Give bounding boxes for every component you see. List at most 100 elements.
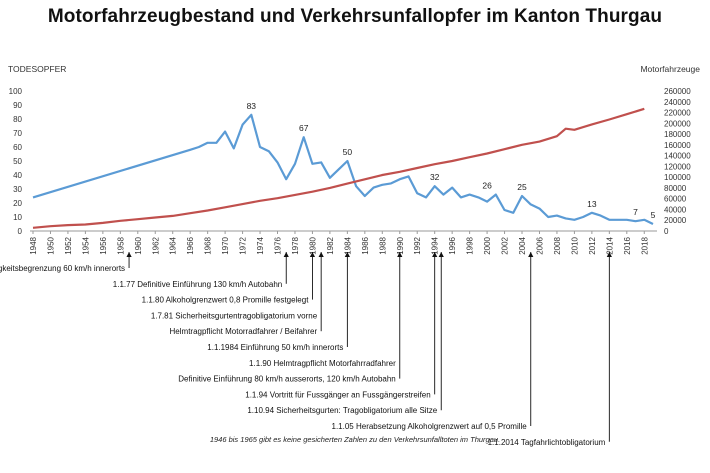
series-line-motorfahrzeuge — [32, 107, 645, 229]
x-tick-label: 2010 — [570, 236, 579, 254]
y-left-tick-label: 100 — [9, 87, 23, 96]
y-right-tick-label: 220000 — [664, 109, 691, 118]
x-tick-label: 1968 — [204, 236, 213, 254]
y-right-tick-label: 140000 — [664, 152, 691, 161]
data-labels: 83 67 50 32 26 25 13 7 5 — [247, 101, 656, 220]
y-right-tick-label: 100000 — [664, 173, 691, 182]
y-left-tick-label: 80 — [13, 115, 22, 124]
x-tick-label: 1994 — [431, 236, 440, 254]
y-left-tick-label: 70 — [13, 129, 22, 138]
x-tick-label: 1974 — [256, 236, 265, 254]
y-axis-left-label: TODESOPFER — [8, 64, 66, 74]
y-left-tick-label: 90 — [13, 101, 22, 110]
annotation-arrowhead — [528, 252, 534, 257]
annotation-arrowhead — [309, 252, 316, 257]
y-right-tick-label: 80000 — [664, 184, 687, 193]
x-tick-label: 2012 — [588, 236, 597, 254]
annotation-text: 1.10.94 Sicherheitsgurten: Tragobligator… — [247, 406, 437, 415]
y-right-tick-label: 180000 — [664, 130, 691, 139]
annotation-text: 1.1.80 Alkoholgrenzwert 0,8 Promille fes… — [142, 296, 310, 305]
data-label: 13 — [587, 199, 597, 209]
annotation-arrowhead — [606, 252, 612, 257]
y-left-tick-label: 30 — [13, 185, 22, 194]
y-right-tick-label: 120000 — [664, 162, 691, 171]
x-tick-label: 1954 — [81, 236, 90, 254]
x-tick-label: 1964 — [169, 236, 178, 254]
data-label: 50 — [343, 147, 353, 157]
y-right-tick-label: 40000 — [664, 205, 687, 214]
y-right-tick-label: 200000 — [664, 119, 691, 128]
chart-title: Motorfahrzeugbestand und Verkehrsunfallo… — [47, 6, 663, 27]
y-right-tick-label: 60000 — [664, 195, 687, 204]
data-label: 26 — [482, 181, 492, 191]
series-lines — [32, 107, 654, 229]
x-tick-label: 2014 — [605, 236, 614, 254]
annotation-text: 1.1.05 Herabsetzung Alkoholgrenzwert auf… — [332, 422, 528, 431]
y-left-tick-label: 50 — [13, 157, 22, 166]
y-left-tick-label: 60 — [13, 143, 22, 152]
x-tick-label: 1996 — [448, 236, 457, 254]
x-tick-label: 1990 — [396, 236, 405, 254]
x-tick-label: 1978 — [291, 236, 300, 254]
x-tick-label: 2000 — [483, 236, 492, 254]
y-right-tick-label: 160000 — [664, 141, 691, 150]
x-tick-label: 1988 — [378, 236, 387, 254]
annotations: 1.6.59 Erste Geschwindigkeitsbegrenzung … — [0, 252, 612, 447]
x-tick-label: 2018 — [640, 236, 649, 254]
annotation-arrowhead — [344, 252, 350, 257]
data-label: 83 — [247, 101, 257, 111]
x-tick-label: 1966 — [186, 236, 195, 254]
x-tick-label: 2016 — [623, 236, 632, 254]
x-tick-label: 1982 — [326, 236, 335, 254]
x-tick-label: 1976 — [274, 236, 283, 254]
annotation-text: 1.1.90 Helmtragpflicht Motorfahrradfahre… — [249, 359, 396, 368]
y-right-tick-label: 260000 — [664, 87, 691, 96]
x-tick-label: 1984 — [343, 236, 352, 254]
y-left-tick-label: 10 — [13, 213, 22, 222]
x-tick-label: 2004 — [518, 236, 527, 254]
x-tick-label: 1950 — [46, 236, 55, 254]
data-label: 25 — [517, 182, 527, 192]
data-label: 67 — [299, 123, 309, 133]
annotation-text: 1.1.2014 Tagfahrlichtobligatorium — [488, 438, 606, 447]
y-right-tick-label: 0 — [664, 227, 669, 236]
annotation-arrowhead — [438, 252, 444, 257]
data-label: 32 — [430, 172, 440, 182]
y-axis-right-label: Motorfahrzeuge — [640, 64, 700, 74]
annotation-arrowhead — [397, 252, 403, 257]
annotation-text: 1.1.94 Vortritt für Fussgänger an Fussgä… — [245, 390, 430, 399]
series-line-todesopfer — [32, 113, 654, 225]
x-tick-label: 1972 — [239, 236, 248, 254]
x-tick-label: 1970 — [221, 236, 230, 254]
y-left-tick-label: 40 — [13, 171, 22, 180]
annotation-text: Definitive Einführung 80 km/h ausserorts… — [178, 375, 395, 384]
annotation-arrowhead — [432, 252, 438, 257]
annotation-text: Helmtragpflicht Motorradfahrer / Beifahr… — [170, 327, 318, 336]
annotation-text: 1.6.59 Erste Geschwindigkeitsbegrenzung … — [0, 264, 125, 273]
y-right-tick-label: 20000 — [664, 216, 687, 225]
y-left-tick-label: 20 — [13, 199, 22, 208]
x-tick-label: 1960 — [134, 236, 143, 254]
y-left-tick-label: 0 — [18, 227, 23, 236]
annotation-arrowhead — [318, 252, 324, 257]
x-tick-label: 1986 — [361, 236, 370, 254]
data-label: 5 — [651, 210, 656, 220]
x-tick-label: 1992 — [413, 236, 422, 254]
x-tick-label: 2002 — [501, 236, 510, 254]
annotation-text: 1.7.81 Sicherheitsgurtentragobligatorium… — [151, 311, 318, 320]
annotation-text: 1.1.77 Definitive Einführung 130 km/h Au… — [113, 280, 282, 289]
footnote: 1946 bis 1965 gibt es keine gesicherten … — [210, 435, 500, 444]
x-tick-label: 1962 — [151, 236, 160, 254]
x-tick-label: 1952 — [64, 236, 73, 254]
annotation-arrowhead — [283, 252, 289, 257]
x-tick-label: 1948 — [29, 236, 38, 254]
annotation-text: 1.1.1984 Einführung 50 km/h innerorts — [207, 343, 343, 352]
x-tick-label: 2006 — [535, 236, 544, 254]
x-tick-label: 1980 — [308, 236, 317, 254]
data-label: 7 — [633, 207, 638, 217]
x-tick-label: 1958 — [116, 236, 125, 254]
y-right-tick-label: 240000 — [664, 98, 691, 107]
x-tick-label: 1956 — [99, 236, 108, 254]
